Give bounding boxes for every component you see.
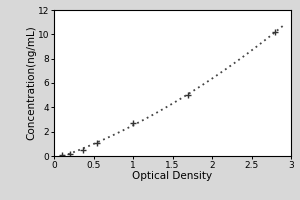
- X-axis label: Optical Density: Optical Density: [132, 171, 213, 181]
- Y-axis label: Concentration(ng/mL): Concentration(ng/mL): [26, 26, 36, 140]
